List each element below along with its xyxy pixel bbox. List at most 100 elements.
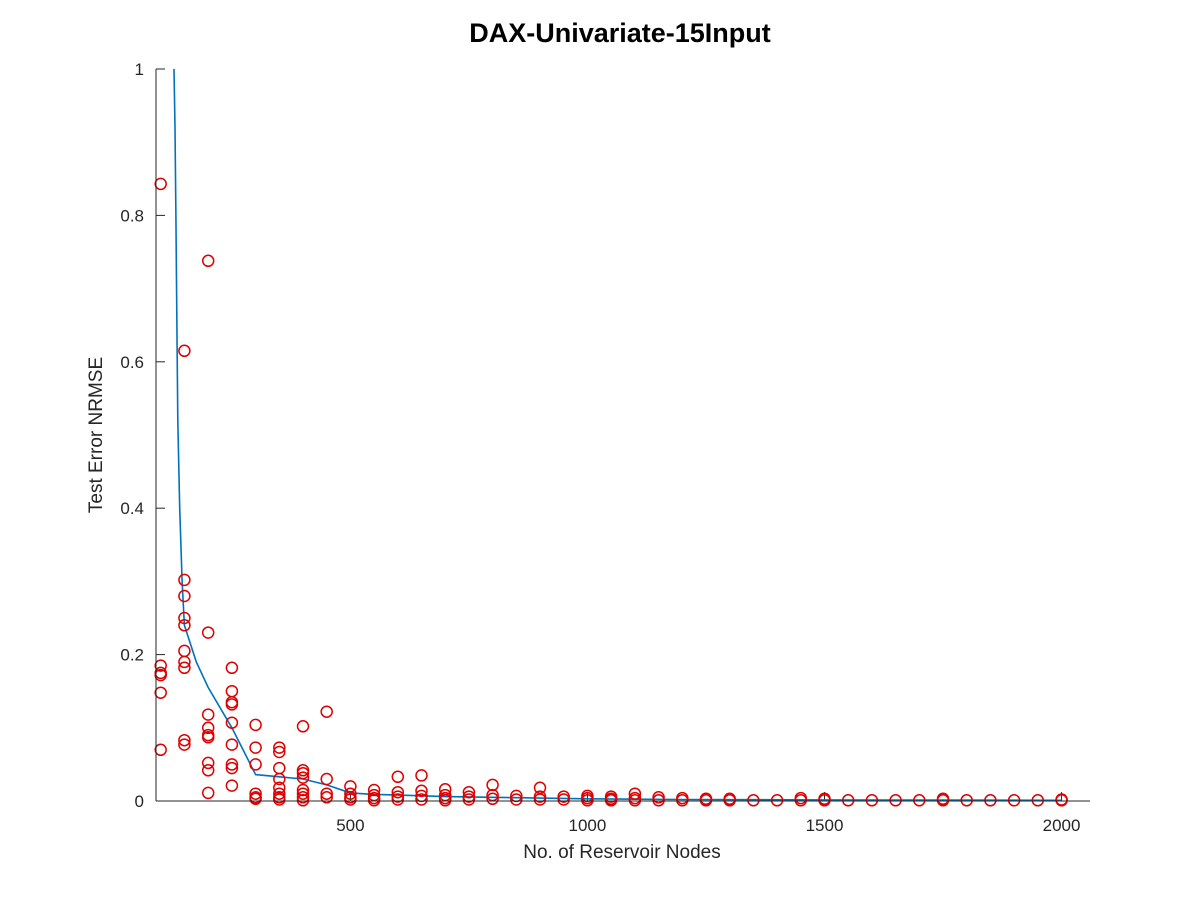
data-point [415, 769, 428, 782]
data-point [628, 787, 642, 800]
data-point [273, 772, 286, 786]
data-point [367, 794, 381, 807]
data-point [296, 766, 310, 780]
data-point [225, 738, 239, 751]
data-point [249, 792, 262, 806]
data-point [438, 794, 452, 807]
x-tick-label: 1500 [806, 816, 844, 835]
data-point [296, 791, 310, 804]
data-point [178, 573, 191, 587]
data-point [391, 785, 405, 799]
y-axis-label: Test Error NRMSE [86, 357, 107, 513]
data-point [581, 794, 594, 807]
data-point [178, 733, 191, 747]
plot-area: 500 1000 1500 2000 0 0.2 0.4 0.6 0.8 1 [120, 60, 1090, 835]
data-point [249, 758, 262, 771]
data-point [960, 794, 973, 807]
data-point [154, 686, 167, 699]
data-point [225, 716, 239, 729]
data-point [1031, 794, 1045, 807]
data-point [201, 786, 215, 800]
data-point [320, 787, 333, 800]
data-point [557, 793, 570, 806]
data-point [296, 794, 310, 807]
data-point [178, 738, 191, 751]
data-point [249, 787, 262, 800]
data-point [201, 254, 215, 268]
x-tick-label: 2000 [1043, 816, 1081, 835]
data-point [344, 793, 357, 806]
series-line [173, 68, 1062, 802]
data-point [273, 741, 286, 754]
data-point [154, 743, 167, 757]
x-tick-label: 500 [336, 816, 364, 835]
data-point [462, 793, 476, 806]
data-point [201, 756, 215, 770]
data-point [178, 589, 191, 603]
data-point [225, 779, 239, 792]
data-point [889, 794, 902, 807]
data-point [225, 698, 239, 711]
data-point [201, 626, 215, 639]
x-axis-label: No. of Reservoir Nodes [523, 842, 720, 863]
chart-title: DAX-Univariate-15Input [469, 18, 771, 48]
data-point [462, 785, 476, 799]
data-point [154, 177, 167, 191]
data-point [249, 741, 262, 754]
data-point [533, 793, 547, 806]
data-point [273, 745, 286, 759]
data-point [818, 794, 831, 807]
data-point [415, 793, 428, 806]
data-point [652, 794, 665, 807]
data-point [249, 718, 262, 732]
data-point [415, 784, 428, 798]
data-point [391, 793, 405, 806]
data-point [486, 792, 499, 806]
data-point [747, 794, 760, 807]
data-point [154, 659, 167, 672]
data-point [225, 761, 239, 775]
data-point [486, 778, 499, 792]
data-point [794, 794, 808, 807]
data-point [936, 794, 950, 807]
data-point [296, 771, 310, 784]
y-tick-label: 0.6 [120, 353, 144, 372]
data-point [178, 344, 191, 358]
data-point [841, 794, 855, 807]
data-point [320, 772, 333, 786]
y-axis-ticks: 0 0.2 0.4 0.6 0.8 1 [120, 60, 165, 811]
y-tick-label: 0.8 [120, 206, 144, 225]
data-point [1007, 794, 1021, 807]
data-point [770, 794, 784, 807]
data-point [652, 791, 665, 804]
data-point [296, 720, 310, 733]
data-point [201, 764, 215, 777]
data-point [1055, 794, 1068, 807]
data-point [273, 787, 286, 800]
data-point [676, 794, 689, 807]
data-point [201, 708, 215, 721]
data-point [178, 655, 191, 669]
data-point [984, 794, 997, 807]
data-point [296, 787, 310, 800]
x-axis-ticks: 500 1000 1500 2000 [336, 792, 1080, 835]
data-point [604, 794, 618, 807]
data-point [723, 794, 736, 807]
data-point [344, 787, 357, 800]
data-point [178, 661, 191, 675]
y-tick-label: 0 [135, 792, 144, 811]
y-tick-label: 0.2 [120, 646, 144, 665]
data-point [699, 794, 713, 807]
data-point [201, 731, 215, 744]
x-tick-label: 1000 [569, 816, 607, 835]
data-point [320, 791, 333, 804]
data-point [865, 794, 879, 807]
data-point [391, 770, 405, 784]
y-tick-label: 0.4 [120, 499, 144, 518]
data-point [178, 611, 191, 625]
data-point [225, 661, 239, 675]
mean-error-line [173, 68, 1062, 802]
data-point [320, 705, 333, 718]
y-tick-label: 1 [135, 60, 144, 79]
